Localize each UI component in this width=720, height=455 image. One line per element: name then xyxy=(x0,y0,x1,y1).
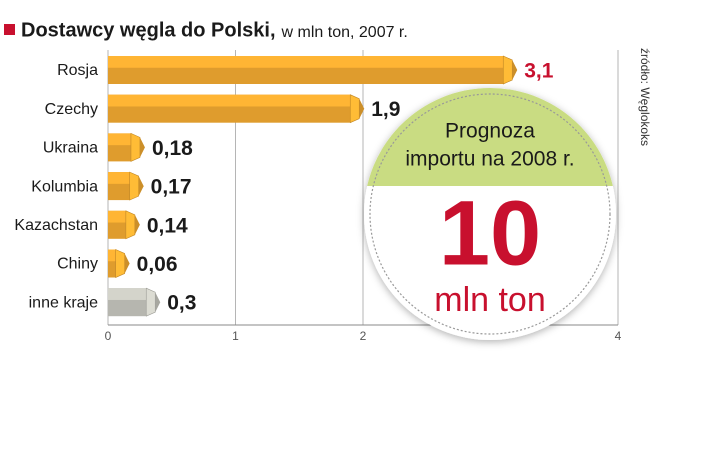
bar-cap xyxy=(155,292,161,313)
bar-cap xyxy=(130,132,141,162)
bar-cap xyxy=(134,214,140,235)
callout-title: Prognoza xyxy=(445,120,535,143)
bar-highlight xyxy=(108,56,504,68)
bar-highlight xyxy=(108,288,147,300)
y-tick-label: Ukraina xyxy=(43,140,98,157)
y-tick-label: Chiny xyxy=(57,256,98,273)
bar-highlight xyxy=(108,133,131,146)
chart-subtitle: w mln ton, 2007 r. xyxy=(281,24,408,41)
bar-cap xyxy=(124,253,130,274)
callout: Prognoza importu na 2008 r. 10 mln ton xyxy=(364,88,616,340)
x-tick-label: 1 xyxy=(232,329,239,343)
title-marker xyxy=(4,24,15,35)
callout-ring xyxy=(369,93,611,335)
y-tick-label: Czechy xyxy=(45,101,98,118)
callout-title: importu na 2008 r. xyxy=(405,148,574,171)
x-tick-label: 0 xyxy=(105,329,112,343)
value-label: 0,06 xyxy=(137,253,178,276)
bar-cap xyxy=(359,98,365,119)
value-label: 3,1 xyxy=(524,60,554,83)
bar-cap xyxy=(129,171,139,201)
bar-highlight xyxy=(108,172,130,184)
value-label: 0,3 xyxy=(167,292,196,315)
source: źródło: Węglokoks xyxy=(638,48,652,146)
bar-cap xyxy=(138,176,144,197)
bar-cap xyxy=(349,94,360,124)
bar-cap xyxy=(145,287,156,317)
value-label: 0,17 xyxy=(151,176,192,199)
x-tick-label: 4 xyxy=(615,329,622,343)
bar-cap xyxy=(139,137,145,158)
callout-value: 10 xyxy=(439,182,541,284)
chart-title: Dostawcy węgla do Polski, xyxy=(21,19,276,41)
bar-cap xyxy=(502,55,513,85)
value-label: 0,18 xyxy=(152,137,193,160)
bar-highlight xyxy=(108,94,351,107)
bar-cap xyxy=(115,249,125,278)
y-tick-label: Kolumbia xyxy=(31,178,98,195)
value-label: 1,9 xyxy=(371,98,400,121)
bar-cap xyxy=(512,60,518,80)
y-tick-label: Rosja xyxy=(57,62,98,79)
bar-highlight xyxy=(108,249,116,262)
x-tick-label: 2 xyxy=(360,329,367,343)
bar-cap xyxy=(125,210,136,240)
y-tick-label: Kazachstan xyxy=(14,217,98,234)
bar xyxy=(108,249,116,278)
value-label: 0,14 xyxy=(147,214,188,237)
bar-highlight xyxy=(108,210,126,223)
callout-unit: mln ton xyxy=(434,281,546,319)
y-tick-label: inne kraje xyxy=(29,294,98,311)
